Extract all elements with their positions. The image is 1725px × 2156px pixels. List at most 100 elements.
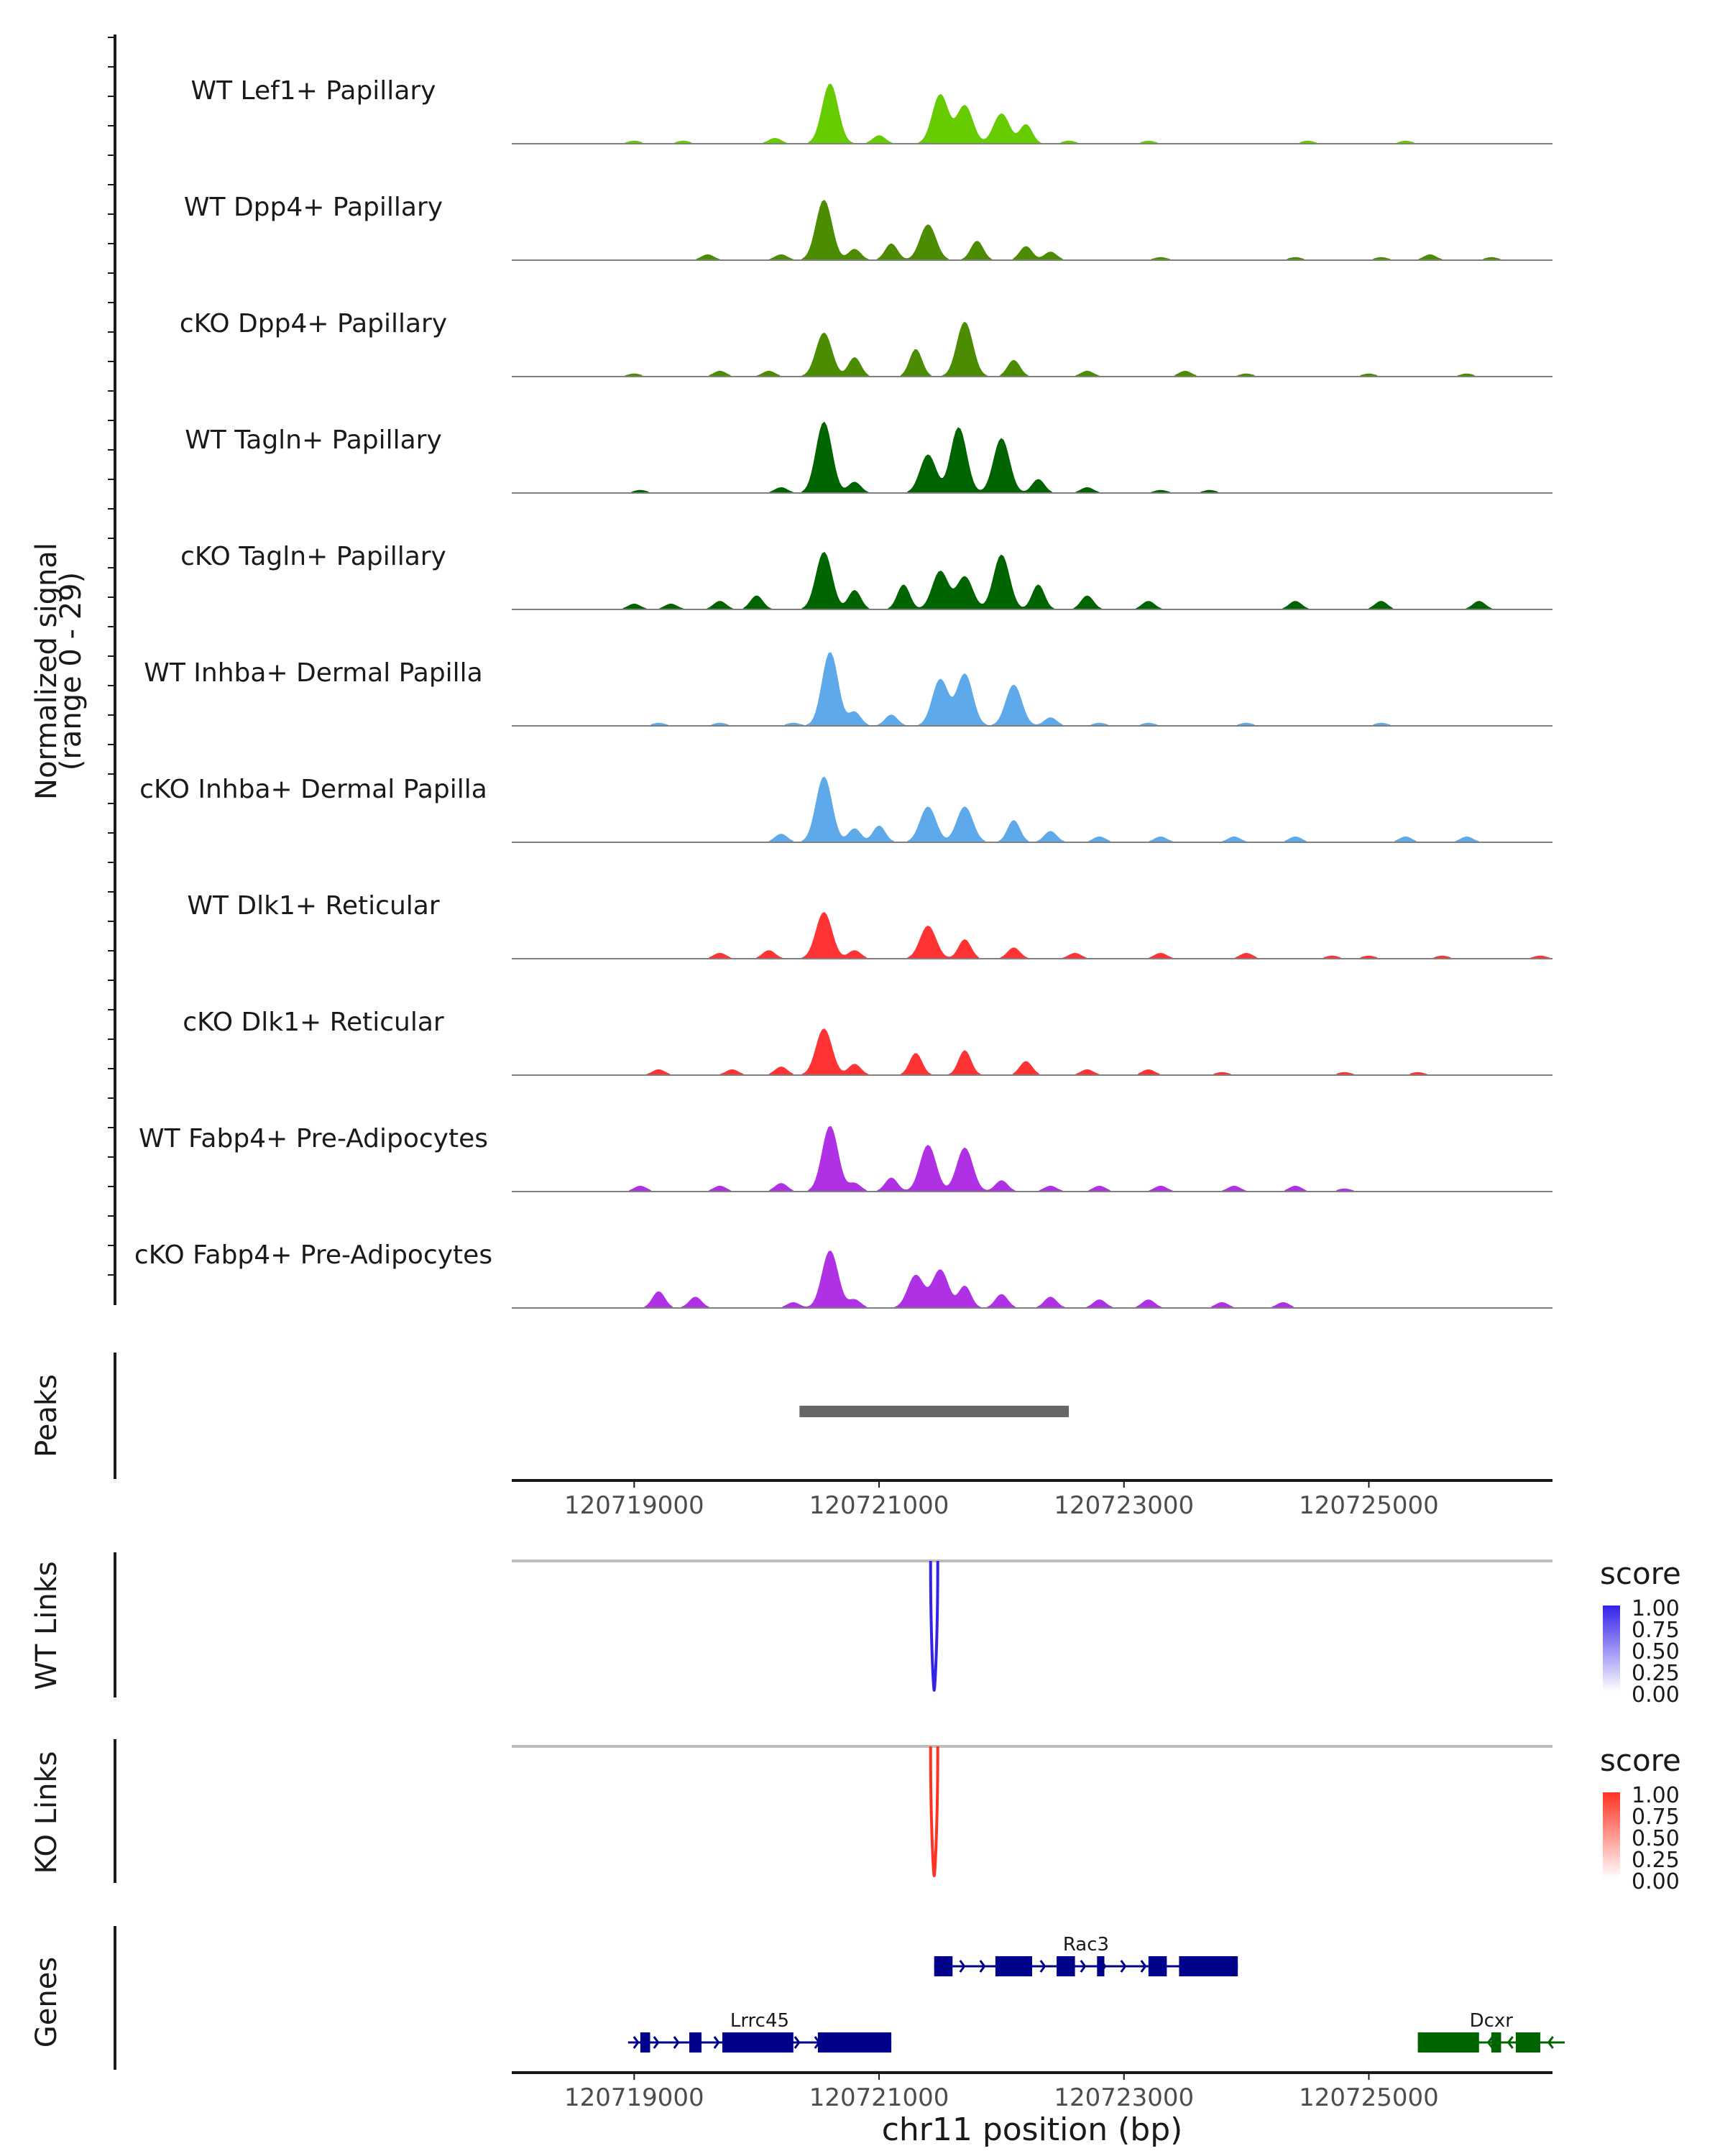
ko-links-label: KO Links (30, 1751, 63, 1874)
ko-score-legend: score 1.00 0.75 0.50 0.25 0.00 (1600, 1743, 1681, 1894)
genes-track-label: Genes (30, 1957, 63, 2047)
coverage-track-label: WT Inhba+ Dermal Papilla (144, 658, 482, 688)
gene-name-label: Rac3 (1063, 1934, 1109, 1955)
coverage-area (512, 421, 1552, 494)
coverage-track: WT Fabp4+ Pre-Adipocytes (139, 1124, 1552, 1192)
coverage-track-label: WT Lef1+ Papillary (191, 76, 436, 106)
strand-arrow (1080, 1960, 1087, 1973)
gene-exon (1491, 2032, 1501, 2053)
coverage-track: WT Tagln+ Papillary (185, 421, 1552, 494)
coverage-tracks: WT Lef1+ Papillary WT Dpp4+ Papillary cKO … (134, 76, 1552, 1309)
coverage-ylabel-line1: Normalized signal (30, 543, 63, 800)
ko-legend-colorbar (1603, 1792, 1620, 1879)
gene-exon (689, 2032, 702, 2053)
gene-exon (934, 1956, 953, 1976)
gene-name-label: Lrrc45 (730, 2010, 789, 2032)
wt-legend-tick: 0.50 (1632, 1639, 1680, 1664)
gene-model: Rac3 (934, 1934, 1238, 1976)
x-tick-label: 120725000 (1299, 1491, 1439, 1520)
wt-legend-tick: 0.75 (1632, 1618, 1680, 1643)
coverage-area (512, 652, 1552, 727)
coverage-area (512, 1028, 1552, 1076)
x-tick-label: 120723000 (1054, 1491, 1194, 1520)
ko-legend-tick: 0.00 (1632, 1869, 1680, 1894)
coverage-track-label: WT Tagln+ Papillary (185, 425, 442, 455)
coverage-area (512, 911, 1552, 959)
strand-arrow (673, 2036, 680, 2049)
gene-exon (1515, 2032, 1540, 2053)
x-axis-title: chr11 position (bp) (882, 2111, 1183, 2148)
coverage-track-label: WT Dlk1+ Reticular (187, 891, 439, 921)
gene-name-label: Dcxr (1470, 2010, 1514, 2032)
strand-arrow (632, 2036, 640, 2049)
coverage-track-label: cKO Tagln+ Papillary (180, 542, 446, 571)
gene-model: Lrrc45 (627, 2010, 892, 2053)
coverage-track: cKO Fabp4+ Pre-Adipocytes (134, 1240, 1552, 1309)
coverage-y-axis: Normalized signal (range 0 - 29) (30, 34, 116, 1305)
coverage-area (512, 1125, 1552, 1192)
x-tick-label: 120725000 (1299, 2083, 1439, 2112)
strand-arrow (653, 2036, 660, 2049)
wt-legend-colorbar (1603, 1606, 1620, 1692)
wt-legend-tick: 0.25 (1632, 1661, 1680, 1686)
x-tick-label: 120719000 (564, 2083, 704, 2112)
coverage-track-label: cKO Dlk1+ Reticular (183, 1008, 444, 1037)
coverage-track: cKO Dpp4+ Papillary (180, 309, 1552, 377)
strand-arrow (794, 2036, 801, 2049)
gene-exon (1179, 1956, 1238, 1976)
coverage-track-label: WT Fabp4+ Pre-Adipocytes (139, 1124, 488, 1153)
gene-model: Dcxr (1417, 2010, 1565, 2053)
coverage-track-label: cKO Inhba+ Dermal Papilla (139, 775, 487, 804)
x-axis-lower: 120719000 120721000 120723000 120725000 chr… (512, 2071, 1552, 2148)
coverage-area (512, 776, 1552, 843)
genes-track: Genes Rac3 Lrrc45 Dcxr (30, 1926, 1565, 2070)
strand-arrow (979, 1960, 986, 1973)
wt-legend-tick: 1.00 (1632, 1596, 1680, 1621)
wt-links-track: WT Links score 1.00 0.75 0.50 0.25 0.00 (30, 1552, 1681, 1708)
coverage-area (512, 551, 1552, 610)
ko-link-arc (929, 1746, 939, 1878)
ko-legend-tick: 0.50 (1632, 1826, 1680, 1851)
wt-legend-title: score (1600, 1556, 1681, 1591)
coverage-track: cKO Tagln+ Papillary (180, 542, 1552, 610)
x-tick-label: 120723000 (1054, 2083, 1194, 2112)
coverage-track-label: WT Dpp4+ Papillary (184, 193, 443, 222)
ko-legend-tick: 0.75 (1632, 1805, 1680, 1830)
wt-legend-tick: 0.00 (1632, 1682, 1680, 1708)
coverage-track: cKO Inhba+ Dermal Papilla (139, 775, 1552, 843)
strand-arrow (1506, 2036, 1514, 2049)
strand-arrow (1140, 1960, 1147, 1973)
strand-arrow (1039, 1960, 1046, 1973)
strand-arrow (713, 2036, 720, 2049)
coverage-area (512, 200, 1552, 261)
coverage-track-label: cKO Fabp4+ Pre-Adipocytes (134, 1240, 492, 1270)
gene-exon (995, 1956, 1032, 1976)
strand-arrow (959, 1960, 966, 1973)
x-tick-label: 120721000 (809, 2083, 949, 2112)
wt-score-legend: score 1.00 0.75 0.50 0.25 0.00 (1600, 1556, 1681, 1708)
wt-link-arc (929, 1560, 939, 1692)
gene-exon (1097, 1956, 1105, 1976)
ko-links-track: KO Links score 1.00 0.75 0.50 0.25 0.00 (30, 1739, 1681, 1894)
coverage-track: WT Dlk1+ Reticular (187, 891, 1552, 959)
strand-arrow (1547, 2036, 1554, 2049)
gene-exon (1148, 1956, 1167, 1976)
peaks-track-label: Peaks (30, 1374, 63, 1457)
wt-links-label: WT Links (30, 1561, 63, 1690)
strand-arrow (1120, 1960, 1127, 1973)
peak-region (799, 1406, 1070, 1417)
x-tick-label: 120721000 (809, 1491, 949, 1520)
gene-exon (640, 2032, 650, 2053)
x-tick-label: 120719000 (564, 1491, 704, 1520)
gene-exon (722, 2032, 794, 2053)
peaks-track: Peaks (30, 1353, 1070, 1479)
ko-legend-tick: 1.00 (1632, 1783, 1680, 1808)
coverage-area (512, 321, 1552, 377)
coverage-ylabel-line2: (range 0 - 29) (55, 572, 88, 770)
coverage-area (512, 83, 1552, 144)
coverage-track: WT Lef1+ Papillary (191, 76, 1552, 144)
coverage-track: cKO Dlk1+ Reticular (183, 1008, 1552, 1076)
gene-exon (1057, 1956, 1075, 1976)
ko-legend-tick: 0.25 (1632, 1848, 1680, 1873)
